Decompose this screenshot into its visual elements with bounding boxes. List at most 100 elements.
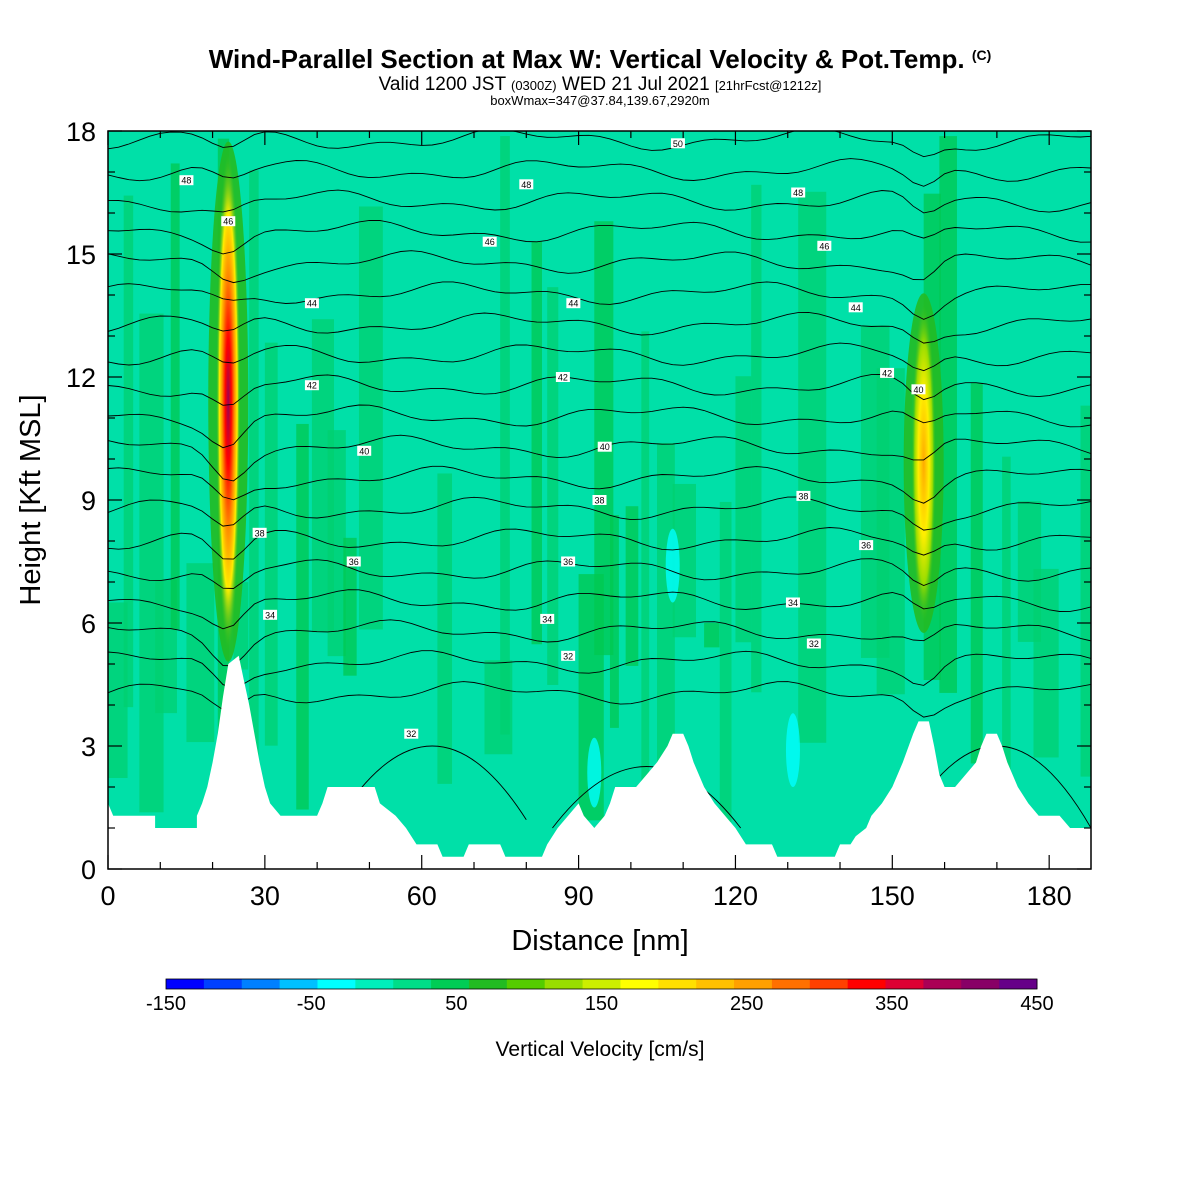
colorbar bbox=[165, 978, 1038, 990]
velocity-streak bbox=[547, 287, 559, 685]
isentrope-label-text: 36 bbox=[349, 557, 359, 567]
colorbar-swatch bbox=[393, 979, 432, 989]
x-tick-label: 90 bbox=[564, 881, 594, 911]
copyright-tag: (C) bbox=[971, 47, 992, 63]
valid-time: Valid 1200 JST bbox=[378, 74, 506, 95]
isentrope-label-bg bbox=[859, 540, 874, 551]
isentrope-label-text: 46 bbox=[819, 241, 829, 251]
isentrope-label-text: 40 bbox=[359, 446, 369, 456]
isentrope-label-text: 44 bbox=[307, 299, 317, 309]
isentrope-label-bg bbox=[404, 728, 419, 739]
chart-title: Wind-Parallel Section at Max W: Vertical… bbox=[0, 44, 1200, 75]
isentrope-label-text: 38 bbox=[798, 491, 808, 501]
x-axis-label: Distance [nm] bbox=[511, 925, 688, 957]
velocity-streak bbox=[327, 430, 346, 657]
isentrope-label: 42 bbox=[555, 372, 570, 383]
velocity-streak bbox=[1002, 456, 1011, 791]
isentrope-label-bg bbox=[785, 597, 800, 608]
isentrope-label-text: 32 bbox=[406, 729, 416, 739]
isentrope-label-bg bbox=[252, 527, 267, 538]
isentrope-label-bg bbox=[791, 187, 806, 198]
isentrope-label-text: 34 bbox=[542, 614, 552, 624]
colorbar-tick-label: 150 bbox=[584, 993, 619, 1015]
isentrope-label: 32 bbox=[404, 728, 419, 739]
isentrope-line bbox=[108, 189, 1091, 214]
isentrope-label-bg bbox=[880, 367, 895, 378]
colorbar-swatch bbox=[279, 979, 318, 989]
colorbar-swatch bbox=[961, 979, 1000, 989]
velocity-streak bbox=[1033, 568, 1059, 758]
colorbar-swatch bbox=[658, 979, 697, 989]
isentrope-label: 46 bbox=[482, 236, 497, 247]
colorbar-tick-label: 50 bbox=[445, 993, 468, 1015]
isentrope-line bbox=[108, 404, 1091, 449]
isentrope-label: 46 bbox=[221, 216, 236, 227]
isentrope-label-bg bbox=[263, 609, 278, 620]
isentrope-label-text: 36 bbox=[861, 541, 871, 551]
isentrope-label: 48 bbox=[179, 175, 194, 186]
isentrope-label-text: 34 bbox=[788, 598, 798, 608]
velocity-streak bbox=[735, 376, 752, 643]
velocity-streak bbox=[249, 170, 259, 780]
isentrope-line bbox=[108, 219, 1091, 255]
isentrope-label-bg bbox=[304, 380, 319, 391]
colorbar-swatch bbox=[620, 979, 659, 989]
isentrope-line bbox=[108, 496, 1091, 531]
isentrope-label-text: 42 bbox=[307, 381, 317, 391]
isentrope-label-bg bbox=[555, 372, 570, 382]
velocity-streak bbox=[672, 483, 696, 638]
velocity-streak bbox=[704, 622, 720, 648]
isentrope-label-bg bbox=[561, 556, 576, 567]
y-tick-label: 9 bbox=[81, 486, 96, 516]
velocity-streak bbox=[264, 342, 278, 746]
isentrope-label-bg bbox=[561, 650, 576, 661]
colorbar-swatch bbox=[166, 979, 205, 989]
colorbar-swatch bbox=[809, 979, 849, 989]
isentrope-label: 32 bbox=[806, 638, 821, 649]
velocity-streak bbox=[531, 241, 542, 645]
isentrope-label: 42 bbox=[304, 380, 319, 391]
valid-time-line: Valid 1200 JST (0300Z) WED 21 Jul 2021 [… bbox=[0, 74, 1200, 96]
isentrope-label-text: 48 bbox=[521, 180, 531, 190]
isentrope-label-bg bbox=[806, 638, 821, 649]
downdraft-patch bbox=[665, 528, 680, 603]
x-tick-labels: 0 30 60 90 120 150 180 bbox=[100, 881, 1071, 911]
isentrope-label-text: 48 bbox=[793, 188, 803, 198]
velocity-streak bbox=[876, 368, 905, 695]
isentrope-label-text: 32 bbox=[809, 639, 819, 649]
colorbar-tick-label: -50 bbox=[296, 993, 326, 1015]
isentrope-line bbox=[108, 589, 1091, 630]
isentrope-label-text: 48 bbox=[181, 176, 191, 186]
colorbar-swatch bbox=[999, 979, 1038, 989]
colorbar-tick-label: 250 bbox=[729, 993, 764, 1015]
valid-date: WED 21 Jul 2021 bbox=[561, 74, 710, 95]
colorbar-swatch bbox=[317, 979, 356, 989]
isentrope-contours bbox=[108, 131, 1091, 829]
velocity-streak bbox=[939, 136, 957, 693]
velocity-streak bbox=[186, 563, 215, 743]
isentrope-line bbox=[108, 250, 1091, 284]
forecast-info: [21hrFcst@1212z] bbox=[714, 78, 822, 93]
downdraft-patch bbox=[785, 713, 800, 787]
isentrope-label-bg bbox=[179, 175, 194, 186]
chart-title-text: Wind-Parallel Section at Max W: Vertical… bbox=[208, 44, 965, 74]
boxwmax-line: boxWmax=347@37.84,139.67,2920m bbox=[490, 93, 710, 108]
isentrope-label: 44 bbox=[304, 298, 319, 309]
velocity-streak bbox=[437, 473, 453, 784]
isentrope-label-text: 50 bbox=[673, 139, 683, 149]
colorbar-swatch bbox=[241, 979, 281, 989]
colorbar-swatch bbox=[885, 979, 924, 989]
isentrope-label: 36 bbox=[859, 540, 874, 551]
isentrope-label: 34 bbox=[785, 597, 800, 608]
isentrope-line bbox=[108, 650, 1091, 689]
x-tick-label: 180 bbox=[1027, 881, 1072, 911]
isentrope-label-bg bbox=[540, 613, 555, 624]
colorbar-swatch bbox=[734, 979, 773, 989]
velocity-streak bbox=[1080, 405, 1091, 777]
colorbar-swatch bbox=[696, 979, 735, 989]
isentrope-line bbox=[108, 311, 1091, 344]
colorbar-swatch bbox=[582, 979, 621, 989]
y-tick-label: 6 bbox=[81, 609, 96, 639]
velocity-streak bbox=[108, 602, 128, 778]
isentrope-label-text: 44 bbox=[851, 303, 861, 313]
